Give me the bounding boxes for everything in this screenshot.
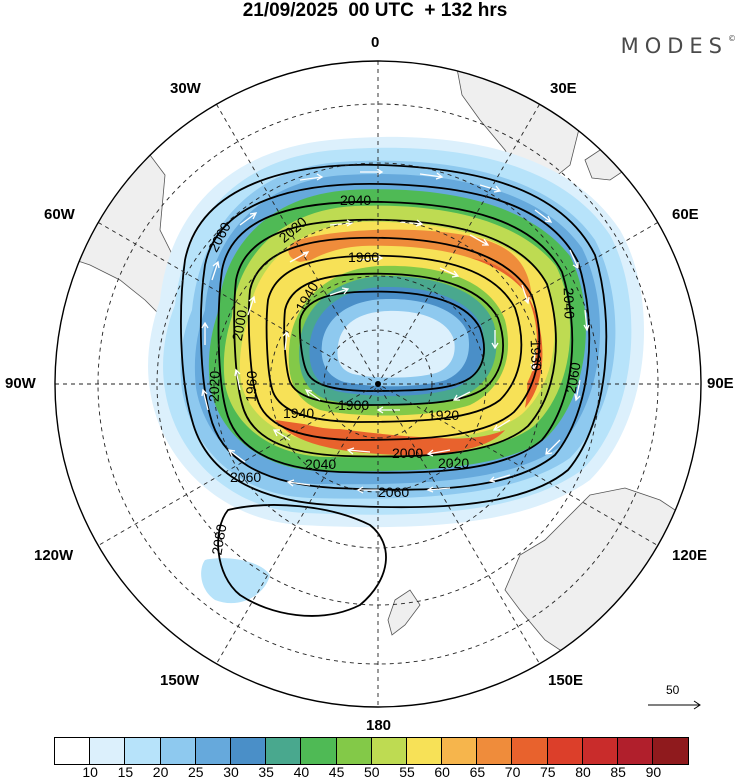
meridian-label-120e: 120E xyxy=(672,547,708,564)
colorbar-swatch xyxy=(442,738,478,764)
contour-label: 2080 xyxy=(208,523,229,557)
colorbar-tick-label: 20 xyxy=(152,764,169,780)
wind-band-70 xyxy=(288,229,532,300)
contour-label: 2040 xyxy=(561,287,578,319)
land-australia xyxy=(504,487,701,666)
colorbar-tick-label: 50 xyxy=(364,764,380,780)
height-contours xyxy=(180,163,608,617)
reference-vector xyxy=(648,700,701,710)
contour-1920 xyxy=(283,272,504,406)
colorbar-swatch xyxy=(406,738,443,764)
map-title: 21/09/2025 00 UTC + 132 hrs xyxy=(242,0,508,21)
contour-2040 xyxy=(199,182,591,491)
colorbar-swatch xyxy=(618,738,654,764)
contour-1960 xyxy=(247,236,541,441)
colorbar-swatch xyxy=(301,738,337,764)
pole-marker xyxy=(375,381,381,387)
meridian-label-0: 0 xyxy=(371,34,380,51)
contour-2060-outer xyxy=(180,163,608,509)
wind-band-inner-yellow xyxy=(254,245,537,430)
contour-label: 1900 xyxy=(338,397,369,413)
colorbar xyxy=(54,737,690,765)
contour-label: 2060 xyxy=(378,484,409,500)
contour-label: 2000 xyxy=(229,308,250,342)
contour-label: 2000 xyxy=(392,445,423,461)
brand-mark: © xyxy=(728,34,736,43)
wind-shading xyxy=(148,136,644,604)
contour-label: 1930 xyxy=(528,339,545,371)
contour-1900 xyxy=(298,290,485,392)
meridian-label-30e: 30E xyxy=(550,80,577,97)
contour-label: 1920 xyxy=(428,407,459,423)
colorbar-tick-label: 30 xyxy=(223,764,239,780)
contour-1940 xyxy=(265,254,523,423)
land-new-zealand xyxy=(387,589,421,636)
brand-logo: MODES© xyxy=(621,34,736,58)
meridian-label-90e: 90E xyxy=(707,375,734,392)
wind-band-core xyxy=(337,310,455,378)
colorbar-tick-label: 10 xyxy=(82,764,98,780)
meridian-label-60w: 60W xyxy=(44,206,75,223)
colorbar-swatch xyxy=(266,738,302,764)
colorbar-swatch xyxy=(125,738,161,764)
colorbar-swatch xyxy=(371,738,407,764)
colorbar-tick-label: 45 xyxy=(328,764,345,780)
meridian-label-180: 180 xyxy=(366,717,392,734)
meridian-label-60e: 60E xyxy=(672,206,699,223)
colorbar-tick-label: 25 xyxy=(188,764,204,780)
colorbar-swatch xyxy=(160,738,196,764)
wind-vectors xyxy=(201,168,590,494)
colorbar-tick-label: 80 xyxy=(575,764,591,780)
polar-map: 2060 2040 2020 1960 1940 2000 1960 2020 … xyxy=(54,60,702,710)
meridian-label-90w: 90W xyxy=(5,375,36,392)
colorbar-swatch xyxy=(195,738,231,764)
colorbar-swatch xyxy=(230,738,267,764)
colorbar-tick-label: 40 xyxy=(293,764,310,780)
colorbar-swatch xyxy=(547,738,583,764)
contour-label: 2040 xyxy=(305,456,336,472)
contour-label: 2060 xyxy=(563,361,584,395)
contour-label: 2040 xyxy=(340,192,371,208)
colorbar-tick-label: 70 xyxy=(504,764,521,780)
colorbar-tick-label: 60 xyxy=(434,764,450,780)
reference-vector-label: 50 xyxy=(666,683,680,697)
contour-2000 xyxy=(233,218,557,458)
colorbar-tick-label: 35 xyxy=(258,764,274,780)
colorbar-tick-label: 85 xyxy=(610,764,626,780)
map-boundary xyxy=(54,60,702,708)
contour-label: 1960 xyxy=(348,249,379,265)
wind-patch-tasman xyxy=(201,558,270,604)
contour-2080 xyxy=(217,504,387,617)
colorbar-swatch xyxy=(90,738,126,764)
colorbar-tick-label: 55 xyxy=(399,764,415,780)
colorbar-swatch xyxy=(55,738,91,764)
contour-label: 2020 xyxy=(206,370,223,402)
colorbar-swatch xyxy=(477,738,513,764)
colorbar-swatch xyxy=(653,738,689,764)
colorbar-swatch xyxy=(582,738,618,764)
meridian-label-150e: 150E xyxy=(548,672,584,689)
brand-name: MODES xyxy=(620,34,728,58)
colorbar-swatch xyxy=(336,738,372,764)
meridian-label-120w: 120W xyxy=(34,547,74,564)
meridian-label-30w: 30W xyxy=(170,80,201,97)
contour-label: 2020 xyxy=(438,455,469,471)
contour-label: 1960 xyxy=(243,370,260,402)
colorbar-swatch xyxy=(512,738,548,764)
contour-label: 2060 xyxy=(230,469,261,485)
contour-2020 xyxy=(217,200,574,474)
colorbar-tick-label: 15 xyxy=(117,764,134,780)
colorbar-tick-label: 75 xyxy=(540,764,556,780)
contour-label: 1940 xyxy=(283,405,314,421)
colorbar-tick-label: 65 xyxy=(469,764,486,780)
colorbar-tick-label: 90 xyxy=(645,764,662,780)
meridian-label-150w: 150W xyxy=(160,672,200,689)
